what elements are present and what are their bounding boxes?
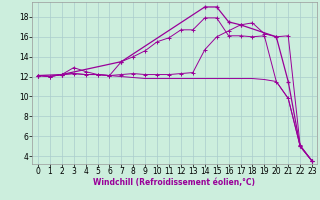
- X-axis label: Windchill (Refroidissement éolien,°C): Windchill (Refroidissement éolien,°C): [93, 178, 255, 187]
